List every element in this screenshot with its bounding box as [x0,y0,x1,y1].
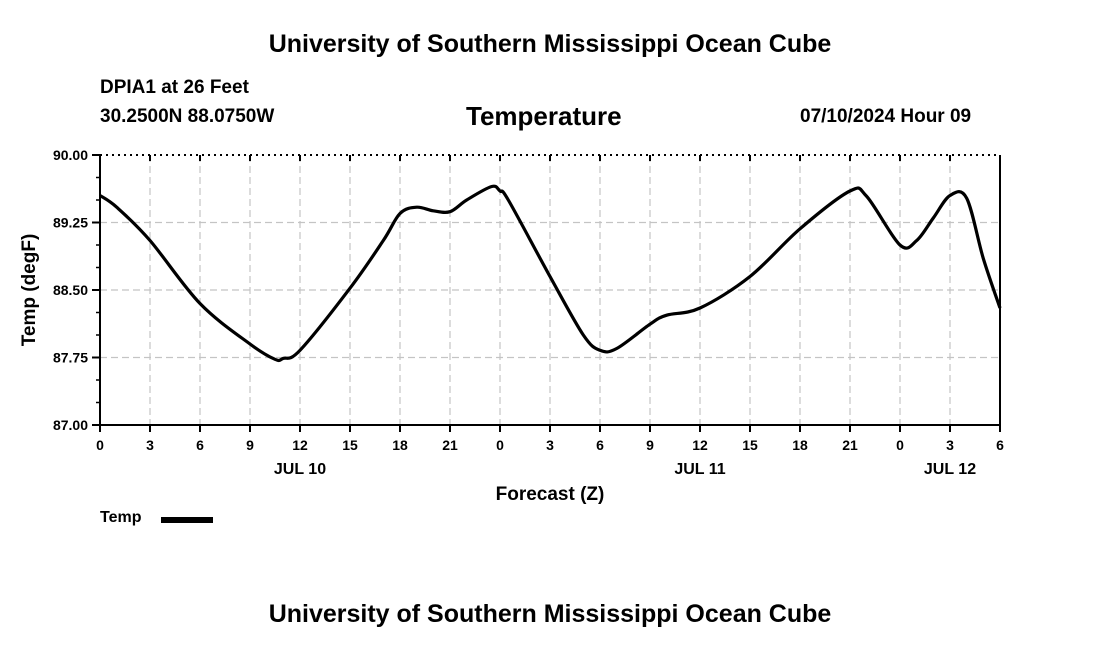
forecast-run-time: 07/10/2024 Hour 09 [800,106,972,127]
y-tick-label: 89.25 [53,215,88,231]
x-tick-label: 18 [792,437,808,453]
x-tick-label: 12 [692,437,708,453]
x-tick-label: 3 [146,437,154,453]
date-label: JUL 10 [274,461,326,478]
x-tick-label: 0 [96,437,104,453]
x-tick-label: 3 [546,437,554,453]
x-tick-label: 21 [842,437,858,453]
chart-title: Temperature [466,101,622,131]
series-line-temp [99,184,1002,363]
legend-swatch-temp [161,517,213,523]
y-tick-label: 87.00 [53,417,88,433]
y-axis-label: Temp (degF) [19,234,40,347]
x-tick-label: 9 [246,437,254,453]
date-label: JUL 12 [924,461,976,478]
y-tick-label: 90.00 [53,147,88,163]
y-tick-label: 87.75 [53,350,88,366]
x-tick-label: 18 [392,437,408,453]
x-tick-label: 21 [442,437,458,453]
footer-title: University of Southern Mississippi Ocean… [268,600,832,628]
x-tick-label: 6 [996,437,1004,453]
station-name: DPIA1 at 26 Feet [100,77,249,98]
page-title: University of Southern Mississippi Ocean… [268,30,832,58]
x-tick-label: 15 [342,437,358,453]
x-tick-label: 3 [946,437,954,453]
x-tick-label: 12 [292,437,308,453]
x-tick-label: 9 [646,437,654,453]
y-tick-label: 88.50 [53,282,88,298]
x-tick-label: 0 [896,437,904,453]
legend-label-temp: Temp [100,509,142,526]
date-label: JUL 11 [674,461,725,478]
x-tick-label: 6 [196,437,204,453]
station-coordinates: 30.2500N 88.0750W [100,106,275,127]
x-tick-label: 0 [496,437,504,453]
x-tick-label: 15 [742,437,758,453]
x-tick-label: 6 [596,437,604,453]
x-axis-label: Forecast (Z) [496,484,605,505]
